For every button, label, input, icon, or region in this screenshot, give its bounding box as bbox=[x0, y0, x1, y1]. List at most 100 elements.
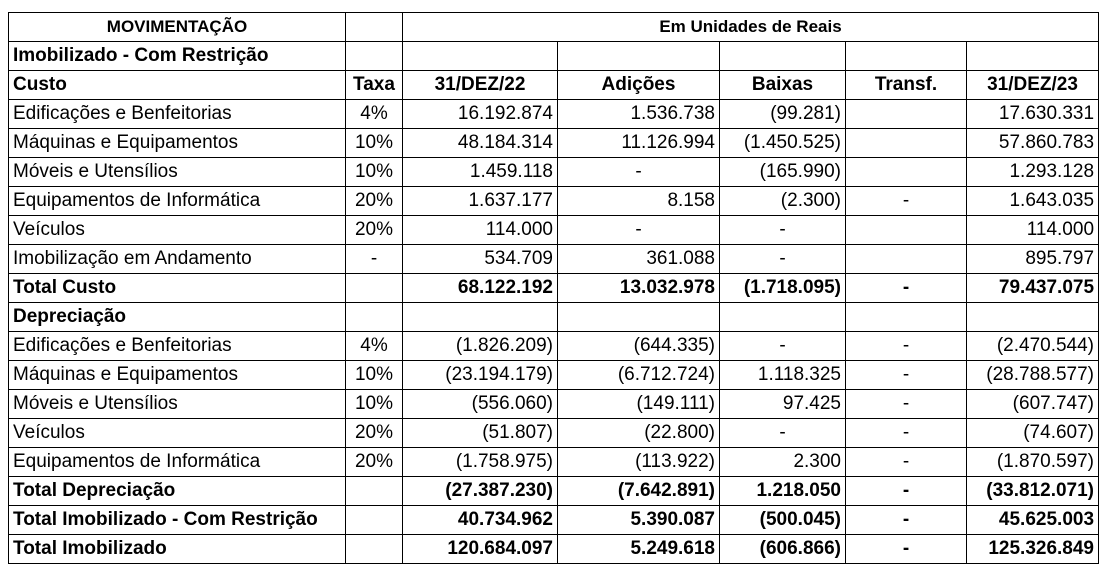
baixas-cell: (1.450.525) bbox=[719, 128, 846, 158]
row-label: Veículos bbox=[8, 215, 346, 245]
depreciacao-row: Máquinas e Equipamentos 10% (23.194.179) (6… bbox=[8, 360, 1100, 390]
dez23-cell: 125.326.849 bbox=[965, 534, 1100, 564]
baixas-cell: 1.218.050 bbox=[719, 476, 846, 506]
header-movimentacao: MOVIMENTAÇÃO bbox=[8, 12, 346, 42]
row-label: Máquinas e Equipamentos bbox=[8, 128, 346, 158]
row-label: Total Custo bbox=[8, 273, 346, 303]
adicoes-cell: 13.032.978 bbox=[557, 273, 720, 303]
dez23-cell: 1.293.128 bbox=[965, 157, 1100, 187]
adicoes-cell: 5.390.087 bbox=[557, 505, 720, 535]
adicoes-cell: 8.158 bbox=[557, 186, 720, 216]
taxa-cell bbox=[345, 273, 403, 303]
row-label: Equipamentos de Informática bbox=[8, 447, 346, 477]
custo-row: Edificações e Benfeitorias 4% 16.192.874 1.… bbox=[8, 99, 1100, 129]
section-row-depreciacao: Depreciação bbox=[8, 302, 1100, 332]
taxa-cell: 20% bbox=[345, 215, 403, 245]
dez23-cell: (1.870.597) bbox=[965, 447, 1100, 477]
empty-cell bbox=[845, 302, 967, 332]
taxa-cell: 20% bbox=[345, 447, 403, 477]
column-header-row: Custo Taxa 31/DEZ/22 Adições Baixas Tran… bbox=[8, 70, 1100, 100]
dez23-cell: 79.437.075 bbox=[965, 273, 1100, 303]
baixas-cell: (1.718.095) bbox=[719, 273, 846, 303]
baixas-cell: (99.281) bbox=[719, 99, 846, 129]
total-row: Total Depreciação (27.387.230) (7.642.891)… bbox=[8, 476, 1100, 506]
dez23-cell: (74.607) bbox=[965, 418, 1100, 448]
dez22-cell: 120.684.097 bbox=[402, 534, 558, 564]
custo-row: Veículos 20% 114.000- -114.000 bbox=[8, 215, 1100, 245]
row-label: Total Imobilizado bbox=[8, 534, 346, 564]
col-baixas: Baixas bbox=[719, 70, 846, 100]
taxa-cell bbox=[345, 534, 403, 564]
adicoes-cell: (149.111) bbox=[557, 389, 720, 419]
adicoes-cell: (644.335) bbox=[557, 331, 720, 361]
adicoes-cell: (113.922) bbox=[557, 447, 720, 477]
baixas-cell: - bbox=[719, 331, 846, 361]
depreciacao-row: Móveis e Utensílios 10% (556.060) (149.111)… bbox=[8, 389, 1100, 419]
transf-cell bbox=[845, 128, 967, 158]
empty-cell bbox=[402, 41, 558, 71]
transf-cell: - bbox=[845, 273, 967, 303]
total-row: Total Imobilizado - Com Restrição 40.734.… bbox=[8, 505, 1100, 535]
header-empty bbox=[345, 12, 403, 42]
baixas-cell: 2.300 bbox=[719, 447, 846, 477]
dez22-cell: 534.709 bbox=[402, 244, 558, 274]
header-unidades: Em Unidades de Reais bbox=[401, 12, 1100, 42]
total-row: Total Imobilizado 120.684.097 5.249.618 (60… bbox=[8, 534, 1100, 564]
custo-row: Máquinas e Equipamentos 10% 48.184.314 11.1… bbox=[8, 128, 1100, 158]
dez22-cell: (27.387.230) bbox=[402, 476, 558, 506]
dez22-cell: (1.826.209) bbox=[402, 331, 558, 361]
taxa-cell: 4% bbox=[345, 99, 403, 129]
header-row: MOVIMENTAÇÃO Em Unidades de Reais bbox=[8, 12, 1100, 42]
empty-cell bbox=[557, 302, 720, 332]
adicoes-cell: (22.800) bbox=[557, 418, 720, 448]
col-transf: Transf. bbox=[845, 70, 967, 100]
empty-cell bbox=[402, 302, 558, 332]
adicoes-cell: (7.642.891) bbox=[557, 476, 720, 506]
depreciacao-row: Edificações e Benfeitorias 4% (1.826.209)(… bbox=[8, 331, 1100, 361]
baixas-cell: - bbox=[719, 215, 846, 245]
transf-cell: - bbox=[845, 331, 967, 361]
dez23-cell: (607.747) bbox=[965, 389, 1100, 419]
taxa-cell bbox=[345, 505, 403, 535]
row-label: Total Imobilizado - Com Restrição bbox=[8, 505, 346, 535]
taxa-cell: 20% bbox=[345, 186, 403, 216]
baixas-cell: - bbox=[719, 244, 846, 274]
row-label: Móveis e Utensílios bbox=[8, 389, 346, 419]
dez22-cell: (556.060) bbox=[402, 389, 558, 419]
section-row-imobilizado: Imobilizado - Com Restrição bbox=[8, 41, 1100, 71]
empty-cell bbox=[845, 41, 967, 71]
row-label: Edificações e Benfeitorias bbox=[8, 331, 346, 361]
dez23-cell: 57.860.783 bbox=[965, 128, 1100, 158]
row-label: Máquinas e Equipamentos bbox=[8, 360, 346, 390]
empty-cell bbox=[345, 41, 403, 71]
dez23-cell: (2.470.544) bbox=[965, 331, 1100, 361]
dez22-cell: (1.758.975) bbox=[402, 447, 558, 477]
transf-cell: - bbox=[845, 534, 967, 564]
baixas-cell: 97.425 bbox=[719, 389, 846, 419]
custo-row: Equipamentos de Informática 20% 1.637.177 8… bbox=[8, 186, 1100, 216]
taxa-cell: 4% bbox=[345, 331, 403, 361]
row-label: Total Depreciação bbox=[8, 476, 346, 506]
col-custo: Custo bbox=[8, 70, 346, 100]
empty-cell bbox=[345, 302, 403, 332]
taxa-cell: 10% bbox=[345, 389, 403, 419]
dez22-cell: (23.194.179) bbox=[402, 360, 558, 390]
baixas-cell: (165.990) bbox=[719, 157, 846, 187]
transf-cell: - bbox=[845, 186, 967, 216]
dez22-cell: 1.459.118 bbox=[402, 157, 558, 187]
total-custo-row: Total Custo 68.122.192 13.032.978 (1.718.09… bbox=[8, 273, 1100, 303]
taxa-cell: - bbox=[345, 244, 403, 274]
transf-cell bbox=[845, 157, 967, 187]
col-dez22: 31/DEZ/22 bbox=[402, 70, 558, 100]
taxa-cell bbox=[345, 476, 403, 506]
dez22-cell: 40.734.962 bbox=[402, 505, 558, 535]
depreciacao-row: Equipamentos de Informática 20% (1.758.975… bbox=[8, 447, 1100, 477]
baixas-cell: (500.045) bbox=[719, 505, 846, 535]
section-imobilizado-label: Imobilizado - Com Restrição bbox=[8, 41, 346, 71]
adicoes-cell: - bbox=[557, 215, 720, 245]
adicoes-cell: 361.088 bbox=[557, 244, 720, 274]
transf-cell: - bbox=[845, 418, 967, 448]
empty-cell bbox=[719, 41, 846, 71]
transf-cell: - bbox=[845, 476, 967, 506]
dez22-cell: 16.192.874 bbox=[402, 99, 558, 129]
